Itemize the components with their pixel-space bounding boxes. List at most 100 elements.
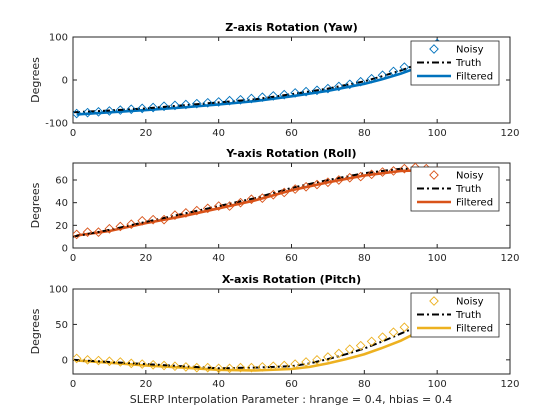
noisy-marker bbox=[202, 203, 213, 214]
noisy-marker bbox=[104, 106, 115, 116]
noisy-marker bbox=[181, 99, 191, 110]
x-tick-label: 120 bbox=[500, 379, 519, 390]
y-tick-label: 0 bbox=[62, 244, 68, 255]
noisy-marker bbox=[148, 214, 158, 225]
noisy-marker bbox=[82, 107, 93, 118]
subplot-3: X-axis Rotation (Pitch) Degrees 0 20 40 60 80 1… bbox=[29, 273, 520, 390]
noisy-marker bbox=[93, 106, 104, 117]
noisy-marker bbox=[355, 340, 366, 351]
x-tick-label: 0 bbox=[70, 128, 76, 139]
x-tick-label: 100 bbox=[428, 379, 447, 390]
noisy-marker bbox=[104, 223, 115, 234]
noisy-marker bbox=[377, 332, 388, 343]
noisy-marker bbox=[126, 358, 137, 369]
noisy-marker bbox=[170, 100, 180, 111]
x-tick-label: 60 bbox=[285, 253, 298, 264]
noisy-marker bbox=[323, 177, 333, 188]
x-tick-label: 0 bbox=[70, 379, 76, 390]
noisy-marker bbox=[159, 360, 169, 371]
noisy-marker bbox=[148, 102, 158, 113]
x-tick-label: 60 bbox=[285, 379, 298, 390]
noisy-marker bbox=[334, 81, 344, 92]
noisy-marker bbox=[268, 91, 279, 101]
noisy-marker bbox=[290, 184, 300, 194]
legend-box bbox=[410, 292, 500, 338]
legend-label: Filtered bbox=[456, 324, 493, 335]
figure-xlabel: SLERP Interpolation Parameter : hrange =… bbox=[130, 393, 453, 406]
filtered-line bbox=[76, 57, 438, 116]
subplot-1: Z-axis Rotation (Yaw) Degrees 0 20 40 60 80 100… bbox=[29, 21, 520, 139]
noisy-marker bbox=[355, 171, 366, 182]
noisy-marker bbox=[268, 189, 279, 200]
legend: Noisy Truth Filtered bbox=[410, 40, 500, 86]
noisy-marker bbox=[224, 201, 235, 211]
x-tick-label: 80 bbox=[358, 128, 371, 139]
noisy-marker bbox=[257, 193, 268, 203]
legend-label: Noisy bbox=[456, 171, 484, 182]
noisy-marker bbox=[170, 361, 180, 372]
noisy-marker bbox=[323, 352, 333, 362]
noisy-marker bbox=[181, 208, 191, 218]
noisy-marker bbox=[377, 167, 388, 177]
noisy-marker bbox=[93, 355, 104, 366]
y-tick-label: 40 bbox=[55, 198, 68, 209]
noisy-marker bbox=[334, 175, 344, 185]
x-tick-label: 100 bbox=[428, 128, 447, 139]
y-axis-label: Degrees bbox=[29, 182, 42, 228]
y-axis-label: Degrees bbox=[29, 308, 42, 354]
truth-line bbox=[73, 55, 438, 114]
legend-label: Filtered bbox=[456, 198, 493, 209]
noisy-marker bbox=[202, 362, 213, 373]
noisy-marker bbox=[388, 166, 399, 176]
noisy-marker bbox=[377, 70, 388, 81]
filtered-line bbox=[76, 330, 420, 372]
subplot-title: X-axis Rotation (Pitch) bbox=[222, 273, 361, 286]
x-tick-label: 120 bbox=[500, 253, 519, 264]
noisy-marker bbox=[290, 359, 300, 369]
noisy-marker bbox=[224, 363, 235, 374]
noisy-marker bbox=[268, 361, 279, 372]
subplot-title: Y-axis Rotation (Roll) bbox=[225, 147, 356, 160]
y-tick-label: 0 bbox=[62, 76, 68, 87]
noisy-marker bbox=[93, 227, 104, 237]
legend-label: Truth bbox=[455, 58, 481, 69]
noisy-marker bbox=[334, 348, 344, 359]
y-tick-label: 50 bbox=[55, 320, 68, 331]
legend-box bbox=[410, 166, 500, 212]
x-tick-label: 80 bbox=[358, 253, 371, 264]
noisy-marker bbox=[312, 85, 322, 96]
noisy-marker bbox=[82, 354, 93, 365]
legend-label: Filtered bbox=[456, 72, 493, 83]
noisy-marker bbox=[290, 88, 300, 98]
noisy-marker bbox=[312, 354, 322, 365]
noisy-marker bbox=[213, 97, 224, 107]
y-tick-label: 0 bbox=[62, 355, 68, 366]
y-tick-label: 100 bbox=[49, 285, 68, 296]
noisy-marker bbox=[191, 362, 202, 373]
legend-noisy-marker bbox=[429, 44, 439, 54]
noisy-marker bbox=[235, 362, 246, 373]
legend-noisy-marker bbox=[429, 296, 439, 306]
noisy-marker bbox=[355, 76, 366, 87]
x-tick-label: 40 bbox=[212, 253, 225, 264]
noisy-marker bbox=[366, 73, 377, 84]
legend-label: Truth bbox=[455, 310, 481, 321]
noisy-marker bbox=[257, 92, 268, 103]
noisy-marker bbox=[301, 357, 311, 367]
x-tick-label: 20 bbox=[139, 128, 152, 139]
noisy-marker bbox=[126, 104, 137, 115]
noisy-marker bbox=[115, 105, 126, 115]
subplot-2: Y-axis Rotation (Roll) Degrees 0 20 40 60 80 10… bbox=[29, 147, 520, 264]
noisy-marker bbox=[115, 221, 126, 232]
noisy-marker bbox=[312, 179, 322, 190]
noisy-marker bbox=[399, 322, 410, 333]
noisy-marker bbox=[279, 360, 290, 371]
legend: Noisy Truth Filtered bbox=[410, 292, 500, 338]
noisy-marker bbox=[137, 359, 148, 369]
legend-box bbox=[410, 40, 500, 86]
noisy-marker bbox=[191, 98, 202, 109]
noisy-marker bbox=[213, 201, 224, 211]
plot-area bbox=[73, 316, 421, 374]
noisy-marker bbox=[246, 362, 257, 373]
